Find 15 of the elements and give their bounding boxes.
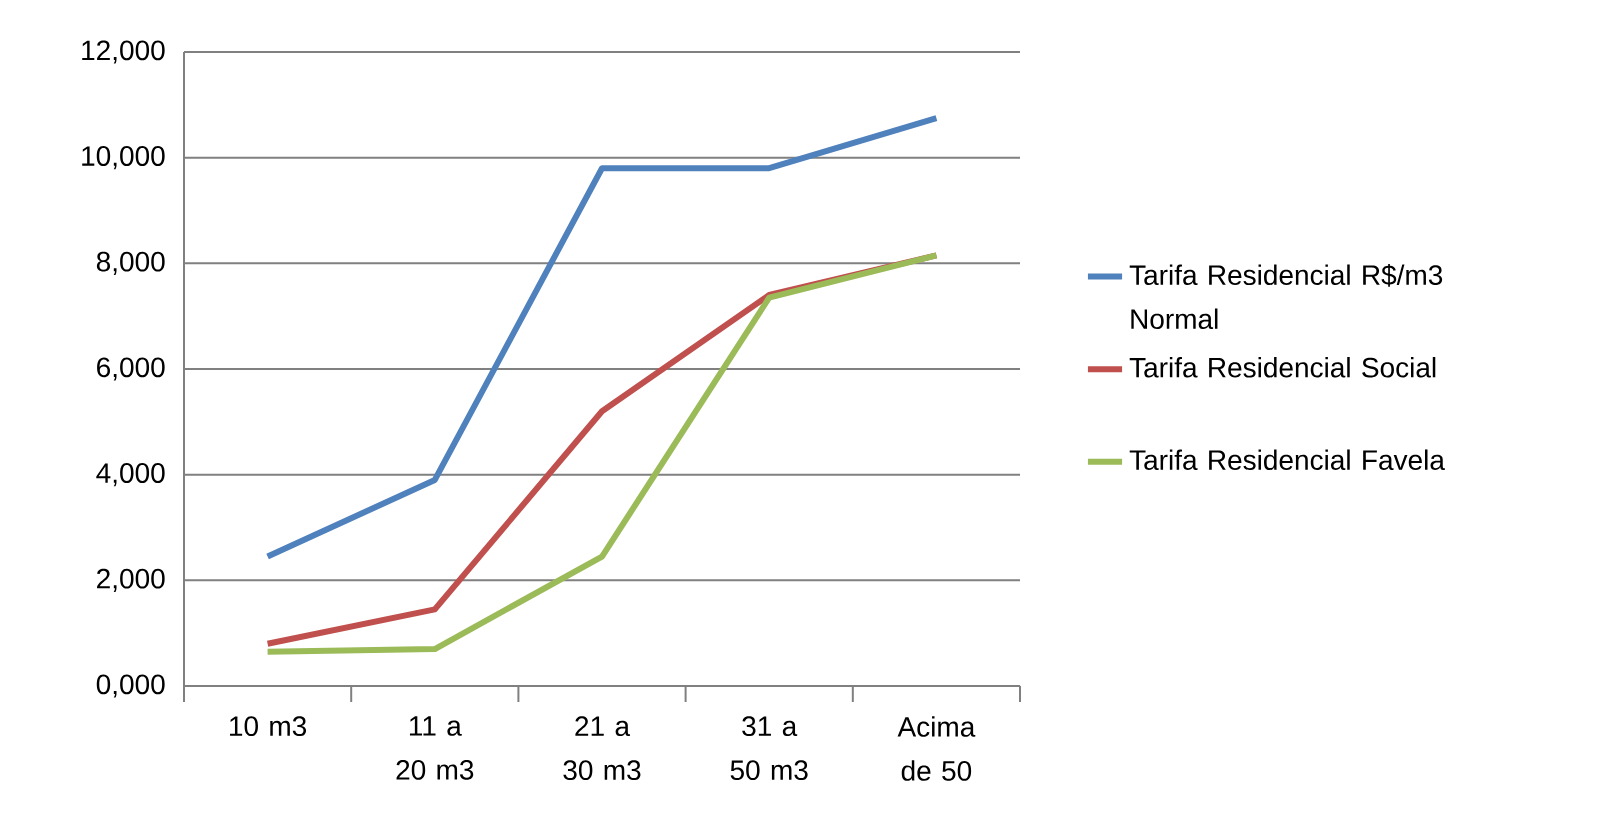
x-tick-label: 21 a 30 m3 [563,716,641,781]
y-tick-label: 12,000 [82,40,165,64]
y-tick-label: 0,000 [96,674,165,698]
x-tick-label: 10 m3 [230,716,307,737]
y-tick-label: 10,000 [82,146,165,170]
x-tick-label: 11 a 20 m3 [396,716,474,780]
x-tick-label: Acima de 50 [897,716,976,781]
x-tick-label: 31 a 50 m3 [730,716,808,781]
y-tick-label: 8,000 [96,251,165,275]
y-tick-label: 2,000 [97,568,165,592]
legend-label: Tarifa Residencial Favela [1129,449,1445,471]
legend-label: Tarifa Residencial Social [1129,356,1436,378]
y-tick-label: 4,000 [96,463,165,487]
y-tick-label: 6,000 [97,357,165,381]
legend-label: Tarifa Residencial R$/m3 Normal [1129,264,1443,330]
